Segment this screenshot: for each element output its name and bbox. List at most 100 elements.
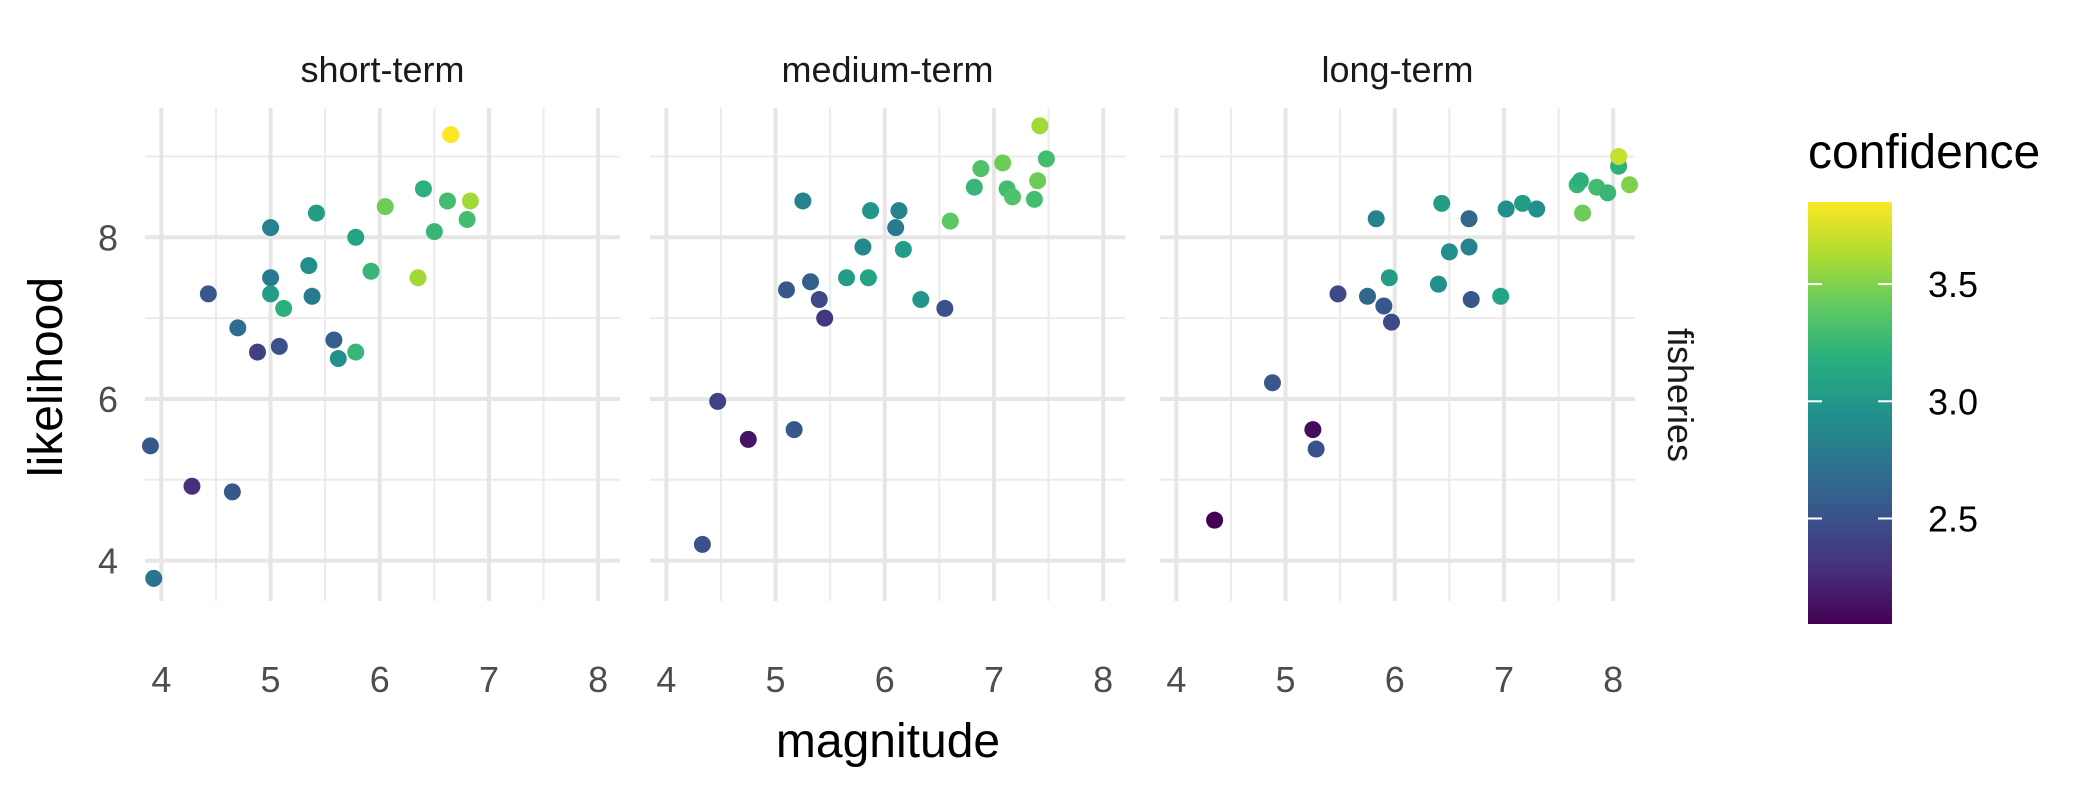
row-strip-label: fisheries [1660, 328, 1701, 462]
data-point [1599, 184, 1617, 202]
data-point [862, 202, 880, 220]
data-point [458, 211, 476, 229]
data-point [739, 430, 757, 448]
data-point [1429, 275, 1447, 293]
data-point [275, 299, 293, 317]
data-point [1514, 194, 1532, 212]
data-point [145, 569, 163, 587]
data-point [890, 202, 908, 220]
data-point [1367, 210, 1385, 228]
x-tick-label: 4 [151, 659, 171, 700]
data-point [262, 219, 280, 237]
legend-ticks: 2.5 3.0 3.5 [1808, 264, 1978, 540]
data-point [438, 192, 456, 210]
data-point [442, 126, 460, 144]
data-point [816, 309, 834, 327]
y-tick-label: 8 [98, 217, 118, 258]
y-tick-label: 4 [98, 541, 118, 582]
data-point [777, 281, 795, 299]
legend-tick-label: 3.0 [1928, 381, 1978, 422]
data-point [425, 223, 443, 241]
data-point [1029, 172, 1047, 190]
data-point [325, 331, 343, 349]
data-point [1462, 291, 1480, 309]
data-point [199, 285, 217, 303]
x-tick-label: 8 [1093, 659, 1113, 700]
data-point [887, 219, 905, 237]
x-tick-label: 5 [766, 659, 786, 700]
data-point [1571, 172, 1589, 190]
data-point [1460, 210, 1478, 228]
data-point [362, 262, 380, 280]
data-point [1358, 287, 1376, 305]
data-point [994, 154, 1012, 172]
data-point [262, 269, 280, 287]
data-point [941, 212, 959, 230]
data-point [223, 483, 241, 501]
data-point [894, 240, 912, 258]
x-tick-label: 5 [261, 659, 281, 700]
data-point [1574, 204, 1592, 222]
data-point [307, 204, 325, 222]
data-point [802, 273, 820, 291]
panel-1: short-term 4 5 6 7 8 4 6 8 [98, 49, 620, 700]
data-point [347, 343, 365, 361]
x-tick-label: 7 [1494, 659, 1514, 700]
data-point [1329, 285, 1347, 303]
data-point [1382, 313, 1400, 331]
data-point [810, 291, 828, 309]
data-point [1031, 117, 1049, 135]
data-point [262, 285, 280, 303]
data-point [1206, 511, 1224, 529]
data-point [1375, 297, 1393, 315]
x-tick-label: 7 [984, 659, 1004, 700]
panel-2: medium-term 4 5 6 7 8 [650, 49, 1125, 700]
data-point [1004, 188, 1022, 206]
data-point [794, 192, 812, 210]
data-point [1440, 243, 1458, 261]
legend-tick-label: 2.5 [1928, 499, 1978, 540]
data-point [1025, 190, 1043, 208]
panel-title: short-term [300, 49, 464, 90]
data-point [461, 192, 479, 210]
x-tick-label: 4 [1166, 659, 1186, 700]
data-point [1037, 150, 1055, 168]
data-point [1492, 287, 1510, 305]
y-axis-title: likelihood [20, 277, 73, 477]
panel-3: long-term 4 5 6 7 8 [1160, 49, 1639, 700]
data-point [785, 421, 803, 439]
data-point [1433, 194, 1451, 212]
x-tick-label: 8 [588, 659, 608, 700]
x-tick-label: 4 [656, 659, 676, 700]
x-tick-label: 8 [1603, 659, 1623, 700]
data-point [972, 160, 990, 178]
data-point [376, 198, 394, 216]
y-tick-label: 6 [98, 379, 118, 420]
x-tick-label: 6 [875, 659, 895, 700]
data-point [347, 228, 365, 246]
panel-title: medium-term [781, 49, 993, 90]
data-point [141, 437, 159, 455]
data-point [1497, 200, 1515, 218]
data-point [248, 343, 266, 361]
data-point [859, 269, 877, 287]
data-point [709, 392, 727, 410]
data-point [1307, 440, 1325, 458]
data-point [1610, 147, 1628, 165]
data-point [854, 238, 872, 256]
color-legend: confidence 2.5 3.0 3.5 [1808, 126, 2040, 624]
data-point [414, 180, 432, 198]
data-point [303, 287, 321, 305]
data-point [693, 535, 711, 553]
data-point [1528, 200, 1546, 218]
legend-colorbar [1808, 202, 1892, 624]
panel-title: long-term [1321, 49, 1473, 90]
data-point [1380, 269, 1398, 287]
x-tick-label: 6 [1385, 659, 1405, 700]
data-point [912, 291, 930, 309]
x-tick-label: 5 [1276, 659, 1296, 700]
data-point [409, 269, 427, 287]
data-point [183, 477, 201, 495]
